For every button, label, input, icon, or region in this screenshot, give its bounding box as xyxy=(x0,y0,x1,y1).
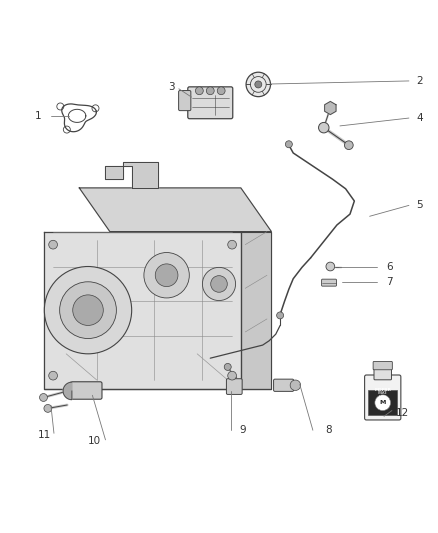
Circle shape xyxy=(73,295,103,326)
Polygon shape xyxy=(79,188,272,231)
Circle shape xyxy=(44,405,52,413)
FancyBboxPatch shape xyxy=(70,382,102,399)
Text: BRAKE
FLUID: BRAKE FLUID xyxy=(378,391,388,399)
Text: 6: 6 xyxy=(386,262,392,271)
Circle shape xyxy=(277,312,284,319)
Circle shape xyxy=(195,87,203,95)
Circle shape xyxy=(49,372,57,380)
Text: 3: 3 xyxy=(168,83,174,93)
Polygon shape xyxy=(63,382,72,400)
Polygon shape xyxy=(106,161,158,188)
Text: 12: 12 xyxy=(396,408,409,418)
Text: 7: 7 xyxy=(386,277,392,287)
Circle shape xyxy=(375,395,391,410)
Circle shape xyxy=(217,87,225,95)
FancyBboxPatch shape xyxy=(226,379,242,394)
Text: M: M xyxy=(380,400,386,405)
Polygon shape xyxy=(44,231,241,389)
Circle shape xyxy=(49,240,57,249)
Text: 8: 8 xyxy=(325,425,332,435)
Circle shape xyxy=(326,262,335,271)
Circle shape xyxy=(286,141,292,148)
Polygon shape xyxy=(325,101,336,115)
FancyBboxPatch shape xyxy=(188,87,233,119)
Circle shape xyxy=(144,253,189,298)
FancyBboxPatch shape xyxy=(374,367,392,380)
Text: 11: 11 xyxy=(38,430,51,440)
Circle shape xyxy=(211,276,227,292)
Circle shape xyxy=(155,264,178,287)
Circle shape xyxy=(202,268,236,301)
Text: 9: 9 xyxy=(240,425,246,435)
Circle shape xyxy=(246,72,271,96)
Circle shape xyxy=(60,282,117,338)
Circle shape xyxy=(228,240,237,249)
FancyBboxPatch shape xyxy=(368,390,397,415)
FancyBboxPatch shape xyxy=(321,279,336,286)
Circle shape xyxy=(344,141,353,150)
Text: 2: 2 xyxy=(417,76,423,86)
Text: 5: 5 xyxy=(417,200,423,211)
Text: 4: 4 xyxy=(417,113,423,123)
Circle shape xyxy=(228,372,237,380)
Circle shape xyxy=(206,87,214,95)
Circle shape xyxy=(255,81,262,88)
Text: 1: 1 xyxy=(35,111,41,121)
Text: MOPAR: MOPAR xyxy=(374,387,391,392)
Text: 10: 10 xyxy=(88,436,101,446)
Circle shape xyxy=(290,380,300,391)
FancyBboxPatch shape xyxy=(274,379,293,391)
FancyBboxPatch shape xyxy=(373,361,392,370)
FancyBboxPatch shape xyxy=(364,375,401,420)
Circle shape xyxy=(318,123,329,133)
FancyBboxPatch shape xyxy=(179,91,191,111)
Circle shape xyxy=(39,393,47,401)
Polygon shape xyxy=(241,231,272,389)
Circle shape xyxy=(224,364,231,370)
Circle shape xyxy=(44,266,132,354)
